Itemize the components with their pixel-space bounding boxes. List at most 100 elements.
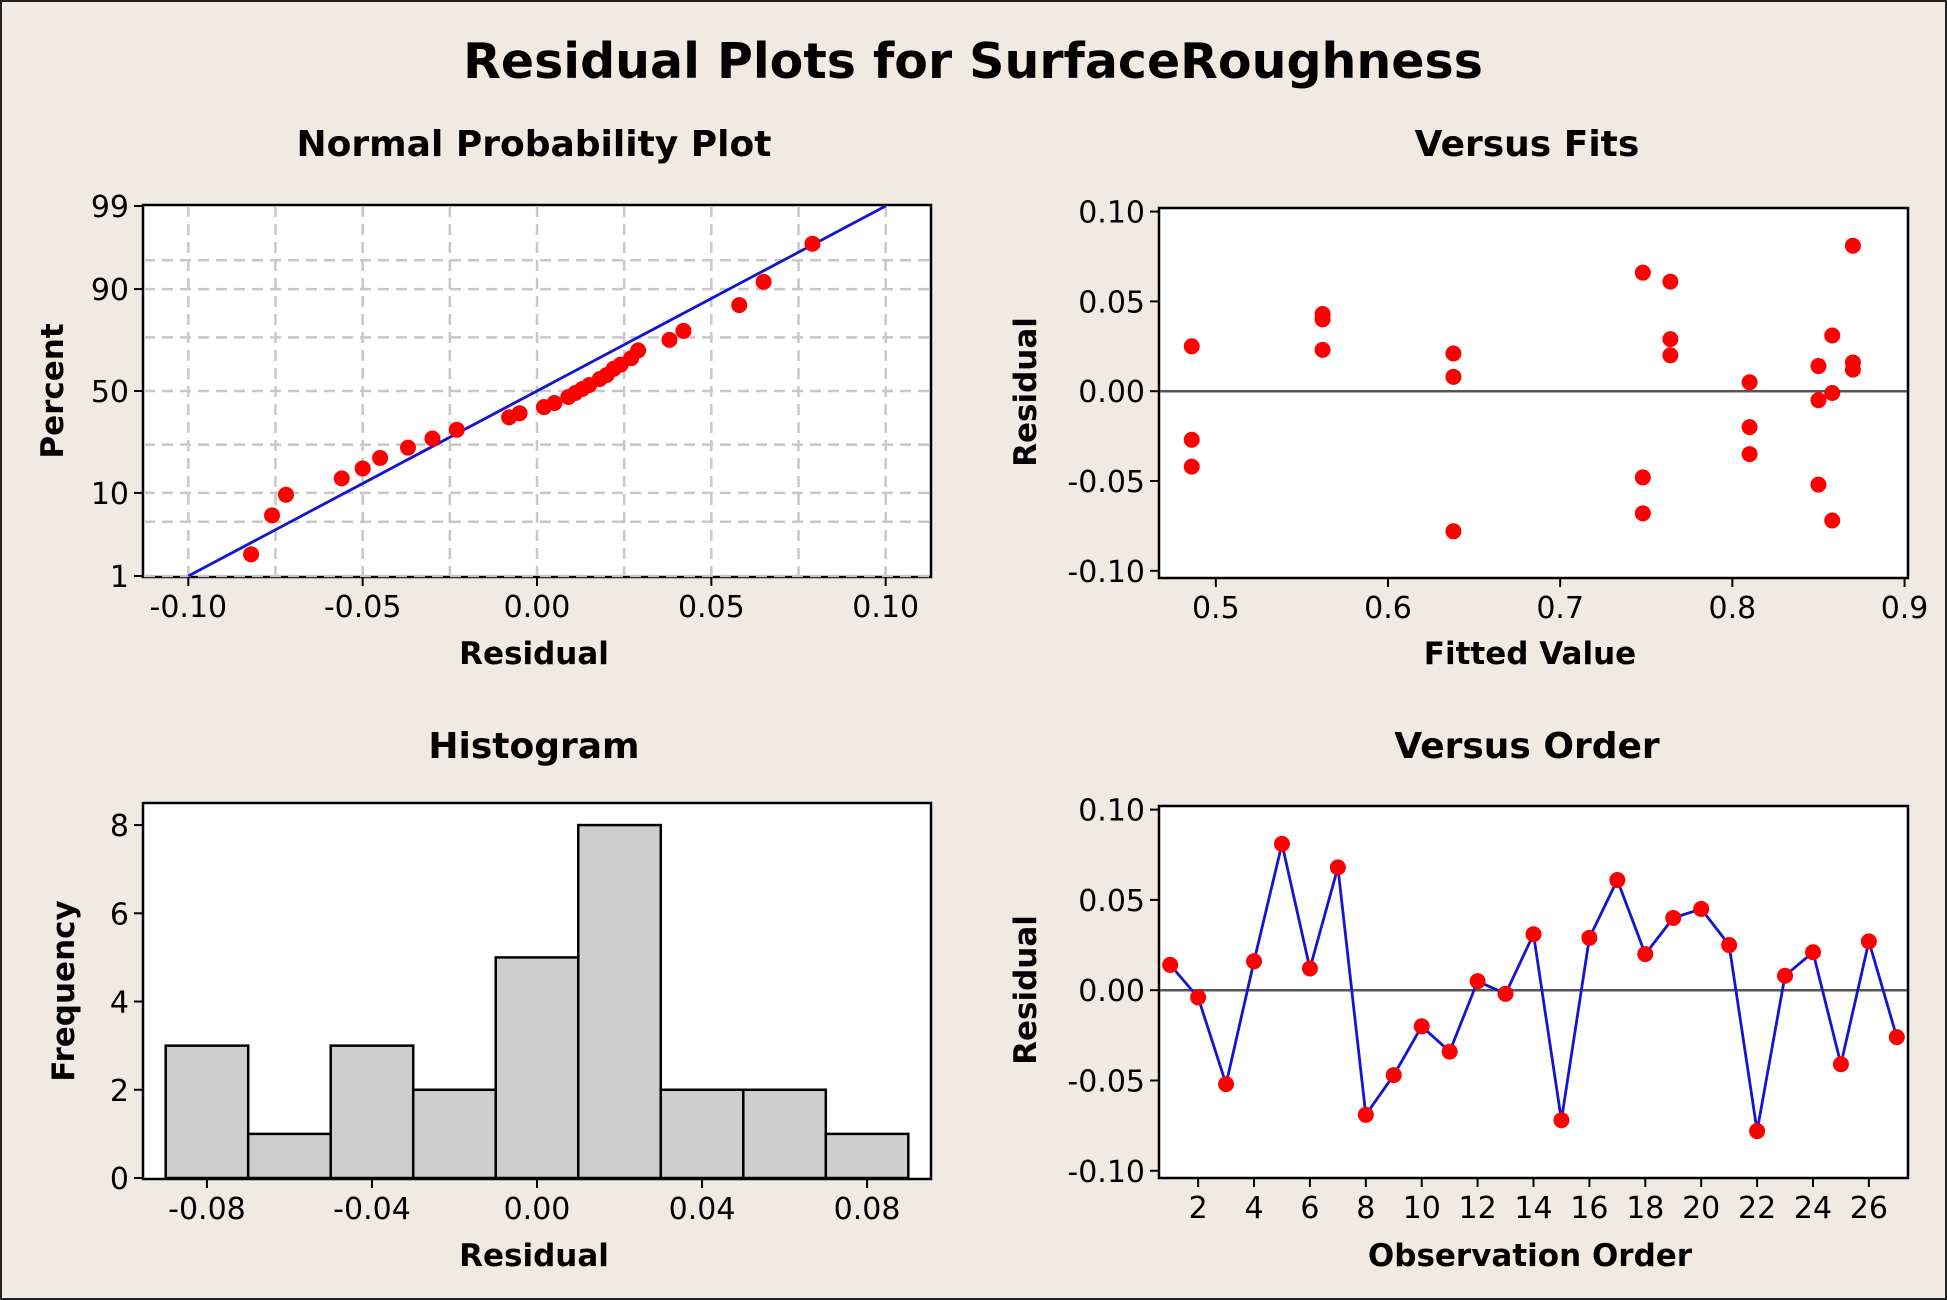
points-versus-fits	[1183, 237, 1861, 540]
data-point-5	[1301, 960, 1318, 977]
x-tick-label-4: 0.10	[852, 590, 919, 625]
x-tick-label-3: 8	[1356, 1191, 1375, 1226]
panel-title-versus-fits: Versus Fits	[1415, 124, 1640, 165]
data-point-22	[1824, 385, 1841, 401]
histogram-bar-1	[246, 1132, 332, 1180]
data-point-8	[1445, 523, 1462, 540]
data-point-20	[1721, 937, 1738, 954]
y-tick-label-3: 6	[110, 897, 129, 932]
data-point-11	[1634, 505, 1651, 522]
data-point-3	[1246, 953, 1263, 970]
x-tick-label-11: 24	[1794, 1191, 1832, 1226]
histogram-bar-3	[411, 1088, 497, 1180]
data-point-5	[1314, 341, 1331, 358]
y-tick-label-1: 2	[110, 1074, 129, 1109]
x-tick-label-0: 0.5	[1192, 591, 1240, 626]
x-tick-label-4: 0.9	[1881, 591, 1929, 626]
data-point-17	[1637, 946, 1654, 963]
data-point-21	[1749, 1123, 1766, 1140]
figure-title: Residual Plots for SurfaceRoughness	[463, 33, 1483, 90]
ticks-versus-order: 2 4 6 8 10 12 14 16 18 20 22 24 260.100.050.00-0.05-…	[1067, 794, 1888, 1226]
data-point-0	[1162, 956, 1179, 973]
y-tick-label-3: -0.05	[1067, 1064, 1145, 1099]
x-axis-title-versus-order: Observation Order	[1368, 1238, 1693, 1274]
y-tick-label-4: -0.10	[1067, 1155, 1145, 1190]
data-point-4	[1314, 311, 1331, 328]
y-tick-label-4: 8	[110, 809, 129, 844]
data-point-1	[264, 507, 281, 524]
data-point-21	[1824, 327, 1841, 344]
ticks-normal-probability: -0.10 -0.05 0.00 0.05 0.10 1 10 50 90 99	[91, 190, 919, 625]
data-point-9	[1634, 264, 1651, 281]
data-point-17	[1741, 446, 1758, 463]
data-point-12	[1662, 273, 1679, 290]
data-point-16	[1741, 419, 1758, 436]
data-point-0	[243, 546, 260, 563]
histogram-bar-4	[494, 956, 580, 1180]
y-tick-label-0: 1	[110, 560, 129, 595]
data-point-13	[1662, 331, 1679, 348]
data-point-4	[354, 460, 371, 477]
y-tick-label-1: 0.05	[1078, 285, 1145, 320]
y-tick-label-2: 50	[91, 375, 129, 410]
y-axis-title-histogram: Frequency	[46, 900, 82, 1081]
x-tick-label-2: 0.7	[1536, 591, 1584, 626]
bars-histogram	[164, 823, 910, 1180]
data-point-0	[1183, 338, 1200, 355]
points-versus-order	[1162, 835, 1905, 1140]
y-tick-label-0: 0	[110, 1162, 129, 1197]
data-point-26	[1844, 361, 1861, 378]
x-tick-label-1: 4	[1244, 1191, 1263, 1226]
data-point-23	[661, 331, 678, 348]
x-tick-label-4: 0.08	[834, 1192, 901, 1227]
y-axis-title-normal-probability: Percent	[35, 323, 71, 459]
data-point-6	[1445, 345, 1462, 362]
data-point-12	[1497, 985, 1514, 1002]
data-point-8	[448, 421, 465, 438]
x-tick-label-10: 22	[1738, 1191, 1776, 1226]
x-tick-label-3: 0.8	[1709, 591, 1757, 626]
data-point-13	[1525, 926, 1542, 943]
ticks-histogram: -0.08 -0.04 0.00 0.04 0.08 0 2 4 6 8	[110, 809, 901, 1227]
y-axis-title-versus-fits: Residual	[1008, 317, 1044, 467]
x-tick-label-1: 0.6	[1364, 591, 1412, 626]
data-point-1	[1190, 989, 1207, 1006]
x-tick-label-9: 20	[1682, 1191, 1720, 1226]
y-axis-title-versus-order: Residual	[1008, 915, 1044, 1065]
x-tick-label-2: 0.00	[504, 590, 571, 625]
y-tick-label-2: 4	[110, 986, 129, 1021]
x-tick-label-5: 12	[1459, 1191, 1497, 1226]
histogram-bar-0	[164, 1044, 250, 1180]
data-point-14	[1553, 1112, 1570, 1129]
data-point-22	[630, 342, 647, 359]
data-point-9	[1413, 1018, 1430, 1035]
data-point-10	[511, 405, 528, 422]
y-tick-label-3: -0.05	[1067, 465, 1145, 500]
data-point-7	[1357, 1106, 1374, 1123]
data-point-4	[1273, 835, 1290, 852]
y-tick-label-4: 99	[91, 190, 129, 225]
x-tick-label-3: 0.05	[678, 590, 745, 625]
data-point-19	[1810, 392, 1827, 409]
x-tick-label-7: 16	[1570, 1191, 1608, 1226]
histogram-panel: Histogram -0.08 -0.04 0.00 0.04 0.08 0 2 4 6 8 Re…	[46, 726, 933, 1274]
ticks-versus-fits: 0.5 0.6 0.7 0.8 0.9 0.10 0.05 0.00 -0.05 -0.10	[1067, 196, 1928, 626]
data-point-2	[277, 486, 294, 503]
data-point-24	[1832, 1056, 1849, 1073]
plot-area-versus-fits	[1157, 206, 1910, 580]
data-point-1	[1183, 431, 1200, 448]
data-point-26	[1888, 1029, 1905, 1046]
histogram-bar-5	[577, 823, 663, 1180]
plot-area-versus-order	[1157, 804, 1910, 1180]
x-tick-label-0: 2	[1189, 1191, 1208, 1226]
data-point-22	[1777, 967, 1794, 984]
data-point-18	[1810, 358, 1827, 375]
x-tick-label-1: -0.05	[324, 590, 402, 625]
y-tick-label-0: 0.10	[1078, 196, 1145, 231]
data-point-24	[1844, 237, 1861, 254]
data-point-10	[1441, 1043, 1458, 1060]
x-tick-label-2: 0.00	[504, 1192, 571, 1227]
normal-probability-panel: Normal Probability Plot -0.10 -0.05 0.00 0.…	[35, 124, 933, 672]
